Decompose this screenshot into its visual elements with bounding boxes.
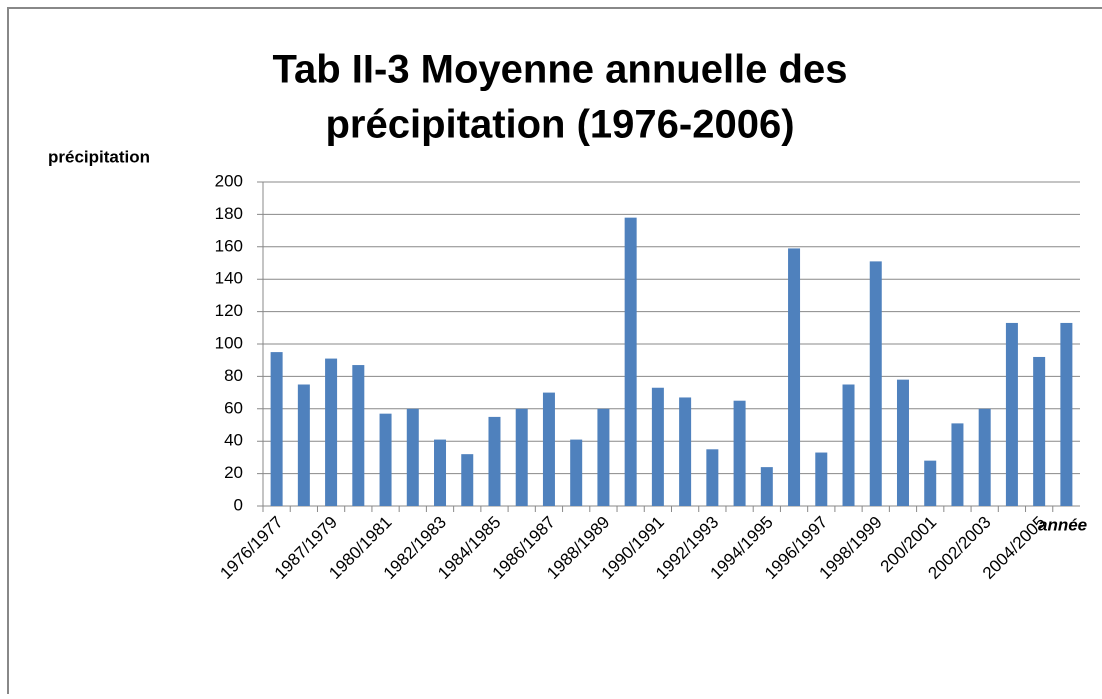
- bar: [869, 261, 882, 506]
- bar: [733, 400, 746, 506]
- bar: [434, 439, 447, 506]
- bar: [1033, 356, 1046, 506]
- bar: [597, 408, 610, 506]
- bar: [270, 352, 283, 506]
- bar: [651, 387, 664, 506]
- bar: [815, 452, 828, 506]
- chart-title: Tab II-3 Moyenne annuelle des: [273, 48, 848, 92]
- bar: [297, 384, 310, 506]
- bar: [760, 467, 773, 506]
- chart-title: précipitation (1976-2006): [325, 103, 794, 147]
- bar: [951, 423, 964, 506]
- bar: [924, 460, 937, 506]
- y-tick-label: 200: [215, 171, 243, 190]
- y-tick-label: 100: [215, 333, 243, 352]
- bar: [379, 413, 392, 506]
- bar: [542, 392, 555, 506]
- y-tick-label: 80: [224, 366, 243, 385]
- bar: [461, 454, 474, 506]
- bar: [325, 358, 338, 506]
- y-tick-label: 0: [234, 495, 243, 514]
- y-tick-label: 60: [224, 398, 243, 417]
- bar: [1060, 322, 1073, 506]
- bar: [352, 365, 365, 506]
- bar: [788, 248, 801, 507]
- bar: [406, 408, 419, 506]
- bar: [706, 449, 719, 506]
- y-tick-label: 40: [224, 431, 243, 450]
- bar: [679, 397, 692, 506]
- bar: [1005, 322, 1018, 506]
- bar: [570, 439, 583, 506]
- bar: [488, 416, 501, 506]
- x-axis-title: année: [1038, 515, 1087, 534]
- bar: [842, 384, 855, 506]
- chart-frame: [7, 7, 1102, 699]
- bar: [978, 408, 991, 506]
- y-tick-label: 140: [215, 269, 243, 288]
- bar: [624, 217, 637, 506]
- bar: [896, 379, 909, 506]
- y-axis-title: précipitation: [48, 147, 150, 166]
- y-tick-label: 160: [215, 236, 243, 255]
- y-tick-label: 120: [215, 301, 243, 320]
- y-tick-label: 180: [215, 204, 243, 223]
- y-tick-label: 20: [224, 463, 243, 482]
- bar: [515, 408, 528, 506]
